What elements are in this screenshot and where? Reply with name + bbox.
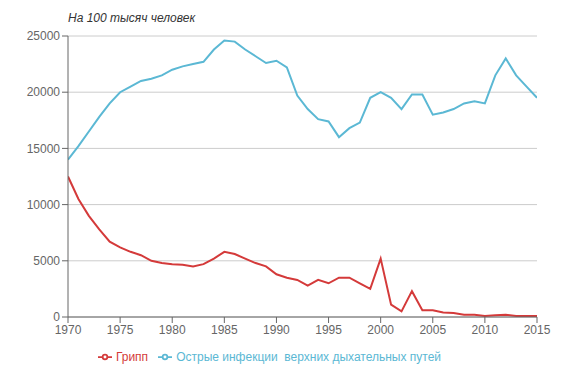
svg-text:1985: 1985 [211, 323, 238, 337]
svg-text:1980: 1980 [159, 323, 186, 337]
svg-text:20000: 20000 [27, 85, 61, 99]
html-text:На 100 тысяч человек: На 100 тысяч человек [68, 11, 196, 25]
svg-text:1975: 1975 [107, 323, 134, 337]
svg-text:2015: 2015 [524, 323, 551, 337]
html-text:Острые инфекции верхних дыхате: Острые инфекции верхних дыхательных путе… [176, 350, 442, 364]
html-text:Грипп: Грипп [115, 350, 149, 364]
svg-text:0: 0 [53, 310, 60, 324]
svg-text:2005: 2005 [419, 323, 446, 337]
svg-text:25000: 25000 [27, 29, 61, 43]
svg-text:10000: 10000 [27, 198, 61, 212]
svg-text:1995: 1995 [315, 323, 342, 337]
svg-text:1990: 1990 [263, 323, 290, 337]
svg-text:5000: 5000 [33, 254, 60, 268]
svg-text:15000: 15000 [27, 142, 61, 156]
svg-text:1970: 1970 [55, 323, 82, 337]
svg-text:2010: 2010 [472, 323, 499, 337]
svg-text:2000: 2000 [367, 323, 394, 337]
